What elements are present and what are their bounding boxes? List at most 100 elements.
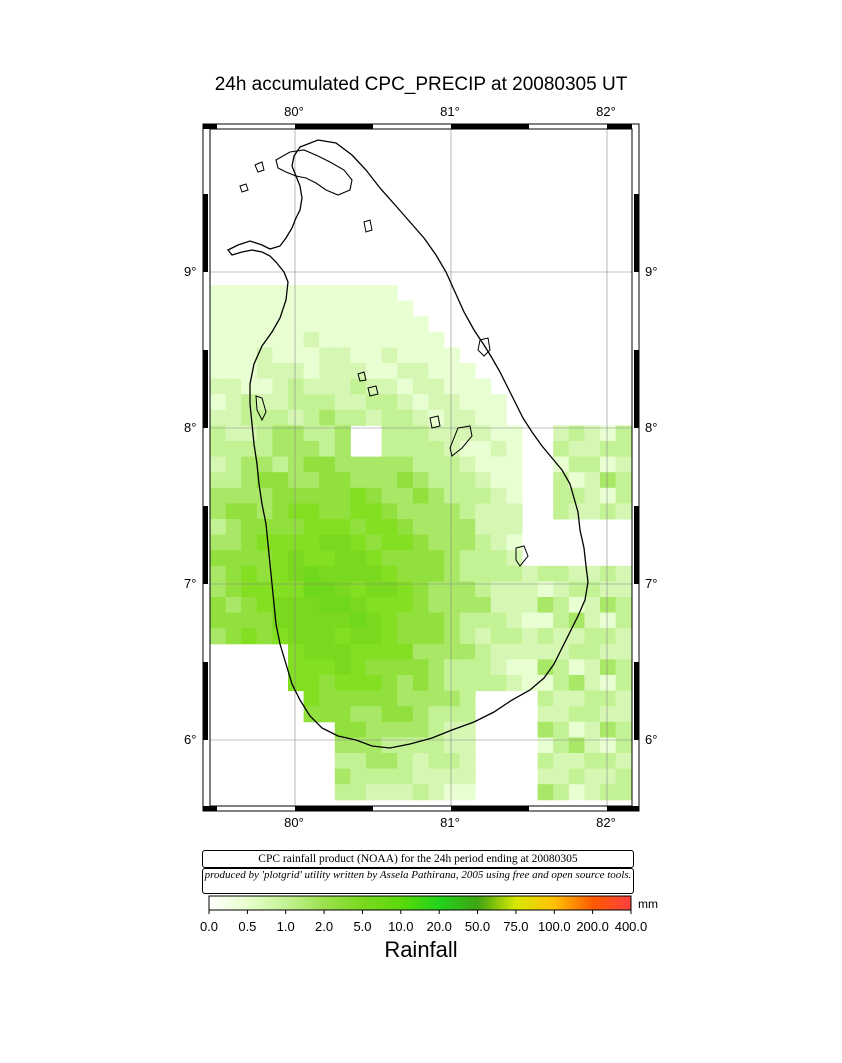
rain-cell [272,581,289,598]
rain-cell [459,659,476,676]
rain-cell [397,643,414,660]
rain-cell [303,659,320,676]
rain-cell [225,456,242,473]
rain-cell [600,597,617,614]
rain-cell [334,285,351,302]
rain-cell [334,612,351,629]
rain-cell [256,565,273,582]
rain-cell [615,565,632,582]
rain-cell [412,628,429,645]
rain-cell [272,503,289,520]
rain-cell [319,441,336,458]
rain-cell [303,347,320,364]
rain-cell [459,581,476,598]
rain-cell [397,409,414,426]
rain-cell [568,581,585,598]
rain-cell [366,331,383,348]
rain-cell [412,643,429,660]
rain-cell [568,706,585,723]
rain-cell [225,565,242,582]
rain-cell [381,659,398,676]
lagoon [367,385,379,397]
rain-cell [584,597,601,614]
rain-cell [412,612,429,629]
rain-cell [381,597,398,614]
rain-cell [568,612,585,629]
rain-cell [210,316,227,333]
rain-cell [397,784,414,801]
rain-cell [428,690,445,707]
rain-cell [444,519,461,536]
color-bar-label: 50.0 [464,919,491,934]
rain-cell [319,409,336,426]
rain-cell [272,378,289,395]
rain-cell [397,519,414,536]
rain-cell [568,784,585,801]
rain-cell [412,331,429,348]
rain-cell [397,721,414,738]
rain-cell [272,472,289,489]
rain-cell [319,285,336,302]
rain-cell [553,503,570,520]
rain-cell [506,581,523,598]
rain-cell [241,347,258,364]
frame-bar-bottom [607,806,632,811]
rain-cell [475,550,492,567]
rain-cell [319,675,336,692]
rain-cell [319,347,336,364]
rain-cell [319,612,336,629]
rain-cell [225,612,242,629]
rain-cell [600,784,617,801]
rain-cell [272,628,289,645]
rain-cell [459,612,476,629]
rain-cell [615,753,632,770]
rain-cell [381,285,398,302]
rain-cell [475,597,492,614]
rain-cell [459,737,476,754]
rain-cell [225,378,242,395]
rain-cell [600,737,617,754]
rain-cell [553,612,570,629]
rain-cell [256,285,273,302]
rain-cell [350,659,367,676]
rain-cell [397,659,414,676]
rain-cell [366,597,383,614]
rain-cell [381,690,398,707]
rain-cell [350,753,367,770]
island [254,161,265,173]
rain-cell [288,675,305,692]
rain-cell [537,628,554,645]
rain-cell [288,565,305,582]
rain-cell [568,768,585,785]
frame-bar-top [607,124,632,129]
rain-cell [615,487,632,504]
rain-cell [319,581,336,598]
rain-cell [522,612,539,629]
rain-cell [210,425,227,442]
rain-cell [256,581,273,598]
rain-cell [615,659,632,676]
graticule [210,129,632,806]
rain-cell [366,628,383,645]
rain-cell [490,394,507,411]
color-bar-label: 2.0 [315,919,334,934]
rain-cell [319,363,336,380]
rain-cell [303,285,320,302]
rain-cell [381,753,398,770]
rain-cell [288,472,305,489]
rain-cell [428,425,445,442]
rain-cell [210,519,227,536]
rain-cell [553,487,570,504]
rain-cell [241,519,258,536]
rain-cell [303,316,320,333]
rain-cell [350,690,367,707]
rain-cell [412,659,429,676]
rain-cell [319,487,336,504]
rain-cell [444,628,461,645]
rain-cell [334,565,351,582]
rain-cell [225,316,242,333]
rain-cell [350,581,367,598]
color-bar-segment [324,896,363,910]
lon-tick-top: 82° [596,104,616,119]
